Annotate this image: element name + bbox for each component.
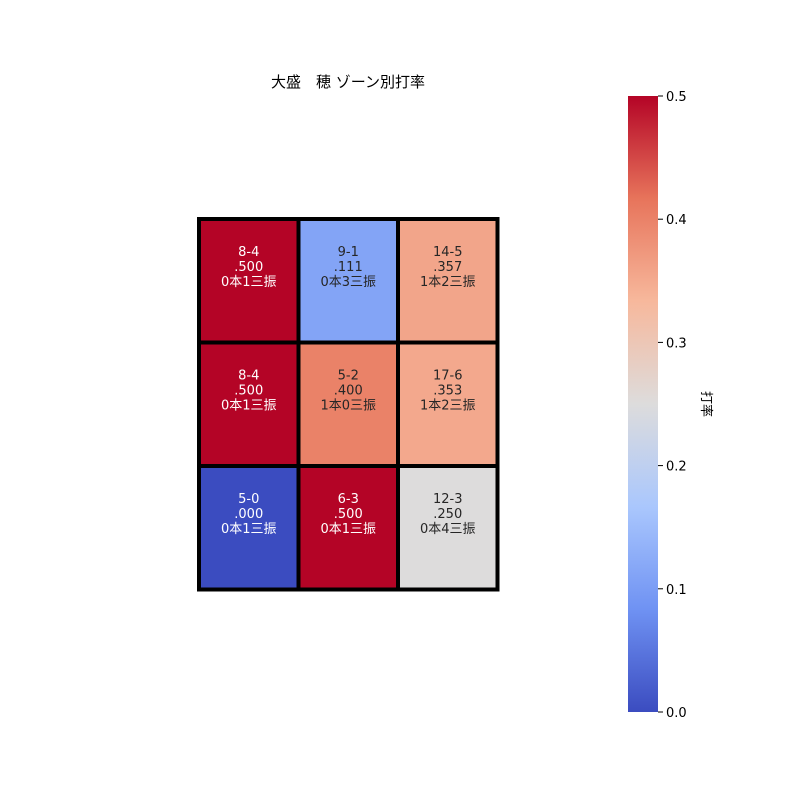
heatmap-cell-fill	[197, 217, 301, 345]
colorbar-ticks: 0.0 0.1 0.2 0.3 0.4 0.5	[658, 90, 687, 721]
cell-label-line-2: .400	[334, 383, 363, 398]
cell-label-line-1: 5-0	[238, 492, 259, 507]
heatmap-cell-fill	[396, 340, 500, 468]
cell-label-line-3: 0本4三振	[420, 522, 476, 537]
cell-label-line-2: .353	[433, 383, 462, 398]
cell-label-line-3: 1本2三振	[420, 398, 476, 413]
cell-label-line-3: 0本1三振	[221, 398, 277, 413]
cell-label-line-1: 12-3	[433, 492, 463, 507]
colorbar-tick-label: 0.2	[666, 460, 687, 475]
heatmap-cell-fill	[296, 464, 400, 592]
chart-title: 大盛 穂 ゾーン別打率	[271, 73, 425, 91]
cell-label-line-3: 1本0三振	[320, 398, 376, 413]
heatmap-cell-fill	[197, 464, 301, 592]
cell-label-line-3: 1本2三振	[420, 275, 476, 290]
cell-label-line-2: .500	[334, 507, 363, 522]
heatmap-cell-fill	[396, 464, 500, 592]
colorbar-tick-label: 0.0	[666, 706, 687, 721]
cell-label-line-3: 0本1三振	[320, 522, 376, 537]
cell-label-line-2: .111	[334, 260, 363, 275]
cell-label-line-3: 0本3三振	[320, 275, 376, 290]
cell-label-line-2: .500	[234, 260, 263, 275]
cell-label-line-1: 5-2	[338, 368, 359, 383]
cell-label-line-2: .500	[234, 383, 263, 398]
colorbar-tick-label: 0.3	[666, 336, 687, 351]
cell-label-line-2: .000	[234, 507, 263, 522]
cell-label-line-1: 9-1	[338, 245, 359, 260]
cell-label-line-1: 8-4	[238, 245, 259, 260]
cell-label-line-1: 6-3	[338, 492, 359, 507]
colorbar-tick-label: 0.4	[666, 213, 687, 228]
cell-label-line-1: 17-6	[433, 368, 463, 383]
colorbar-gradient	[628, 96, 658, 712]
cell-label-line-2: .357	[433, 260, 462, 275]
cell-label-line-3: 0本1三振	[221, 522, 277, 537]
colorbar-tick-label: 0.5	[666, 90, 687, 105]
colorbar-tick-label: 0.1	[666, 583, 687, 598]
cell-label-line-1: 8-4	[238, 368, 259, 383]
cell-label-line-2: .250	[433, 507, 462, 522]
cell-label-line-1: 14-5	[433, 245, 463, 260]
heatmap-grid: 8-4.5000本1三振9-1.1110本3三振14-5.3571本2三振8-4…	[197, 217, 500, 592]
cell-label-line-3: 0本1三振	[221, 275, 277, 290]
colorbar-label: 打率	[698, 391, 714, 417]
colorbar: 0.0 0.1 0.2 0.3 0.4 0.5 打率	[628, 90, 714, 721]
